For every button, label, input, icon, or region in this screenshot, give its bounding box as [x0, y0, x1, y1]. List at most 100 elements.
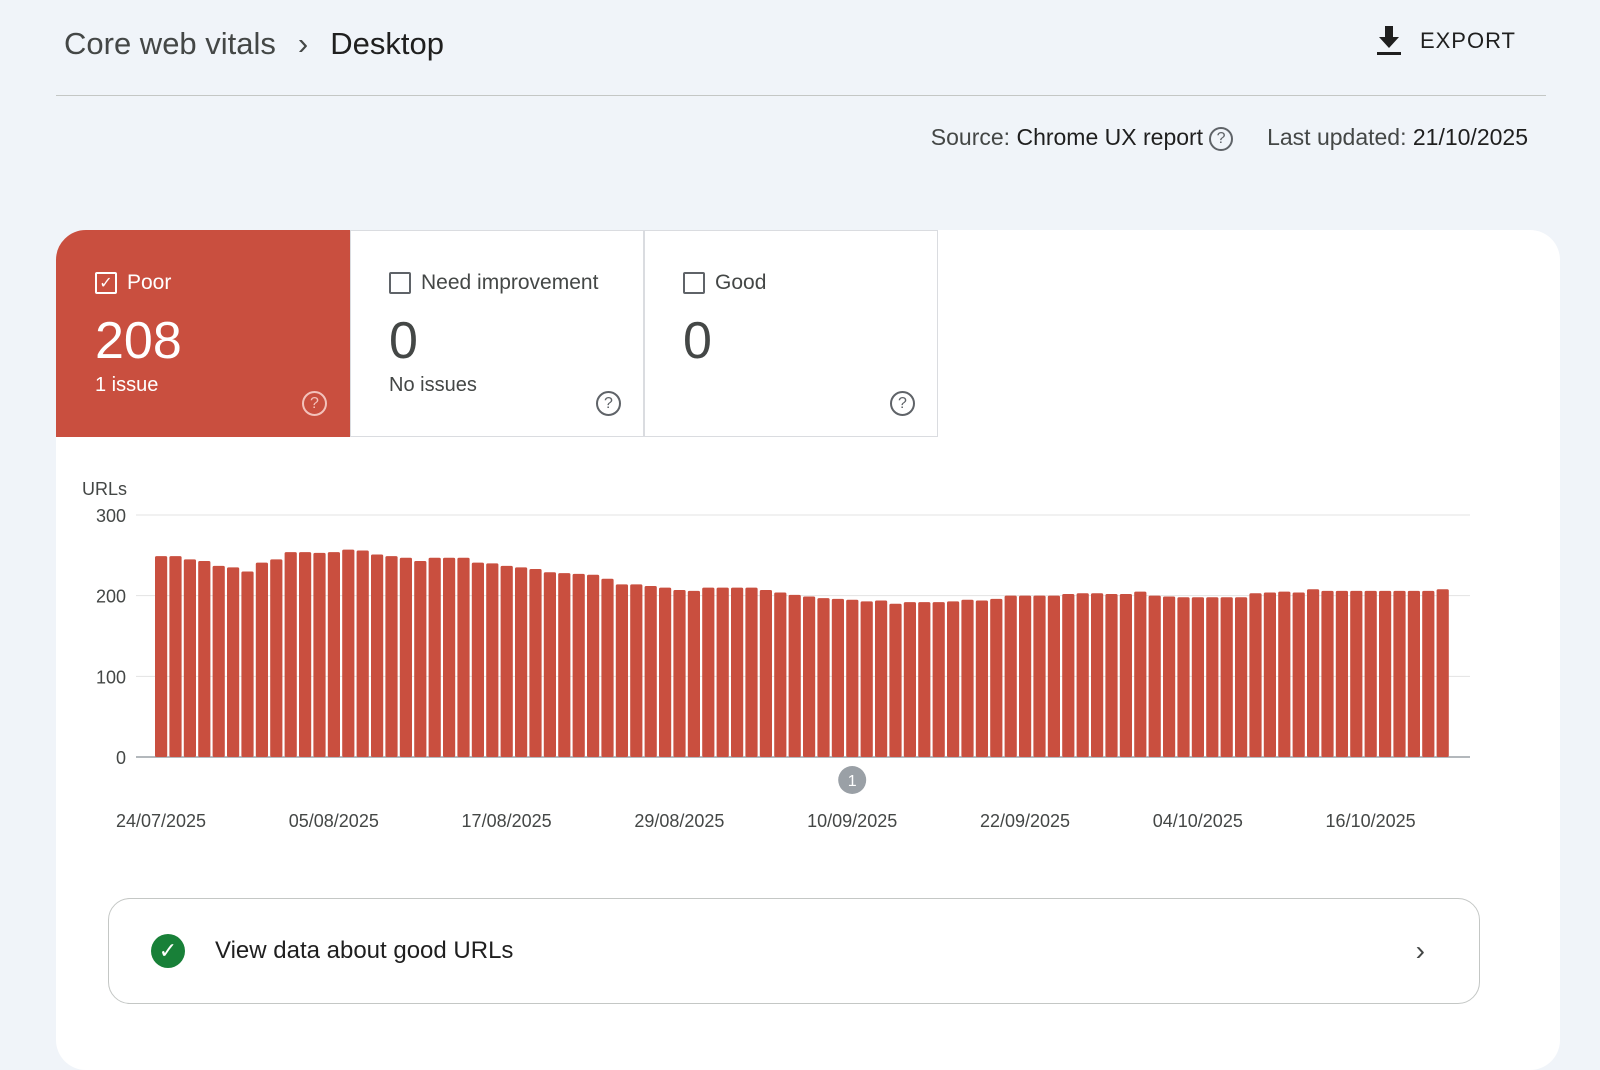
- bar: [1436, 589, 1449, 757]
- y-tick-label: 100: [96, 667, 126, 687]
- bar: [227, 567, 240, 757]
- help-icon[interactable]: ?: [890, 391, 915, 416]
- export-button[interactable]: EXPORT: [1376, 26, 1516, 56]
- bar: [558, 573, 571, 757]
- bar: [212, 565, 225, 757]
- bar: [1033, 595, 1046, 757]
- breadcrumb: Core web vitals › Desktop: [64, 26, 444, 62]
- bar: [1335, 590, 1348, 757]
- tile-sub: 1 issue: [95, 374, 159, 396]
- bar: [284, 552, 297, 757]
- bar: [500, 565, 513, 757]
- bar: [169, 556, 182, 757]
- bar: [1091, 593, 1104, 757]
- bar: [1321, 590, 1334, 757]
- urls-bar-chart: URLs 0 100 200 300 24/07/2025 05/08/2025 17/08/…: [82, 479, 1470, 831]
- bar: [975, 600, 988, 757]
- bar: [270, 559, 283, 757]
- bar: [745, 587, 758, 757]
- source-value: Chrome UX report: [1016, 124, 1204, 150]
- tile-sub: No issues: [389, 374, 477, 396]
- bar: [731, 587, 744, 757]
- bar: [947, 601, 960, 757]
- updated-label: Last updated:: [1267, 124, 1407, 150]
- bar: [846, 599, 859, 757]
- bar: [515, 567, 528, 757]
- bar: [471, 562, 484, 757]
- bar: [1004, 595, 1017, 757]
- breadcrumb-parent[interactable]: Core web vitals: [64, 26, 276, 61]
- bar: [1119, 594, 1132, 757]
- x-tick-label: 17/08/2025: [462, 811, 552, 831]
- tile-need-improvement[interactable]: Need improvement 0 No issues ?: [350, 230, 644, 437]
- bar: [615, 584, 628, 757]
- tile-count: 0: [389, 312, 418, 370]
- bar: [529, 569, 542, 757]
- bar: [759, 590, 772, 757]
- tile-good[interactable]: Good 0 ?: [644, 230, 938, 437]
- x-tick-label: 04/10/2025: [1153, 811, 1243, 831]
- tile-count: 208: [95, 312, 182, 370]
- bar: [183, 559, 196, 757]
- x-tick-label: 24/07/2025: [116, 811, 206, 831]
- page-header: Core web vitals › Desktop EXPORT: [56, 0, 1546, 96]
- bar: [241, 571, 254, 757]
- help-icon[interactable]: ?: [1209, 126, 1234, 151]
- bar: [1379, 590, 1392, 757]
- checkbox-icon[interactable]: [389, 272, 411, 294]
- bar: [1177, 597, 1190, 757]
- tile-label: Need improvement: [421, 271, 599, 294]
- tile-label: Good: [715, 271, 767, 294]
- bar: [572, 573, 585, 757]
- bar: [1364, 590, 1377, 757]
- view-good-urls-link[interactable]: ✓ View data about good URLs ›: [108, 898, 1480, 1004]
- bar: [889, 603, 902, 757]
- help-icon[interactable]: ?: [596, 391, 621, 416]
- checkbox-checked-icon[interactable]: ✓: [95, 272, 117, 294]
- bar: [299, 552, 312, 757]
- bar: [1407, 590, 1420, 757]
- bar: [932, 602, 945, 757]
- bar: [1148, 595, 1161, 757]
- bar: [831, 598, 844, 757]
- bar: [788, 594, 801, 757]
- bar: [774, 592, 787, 757]
- x-tick-label: 29/08/2025: [634, 811, 724, 831]
- bar: [630, 584, 643, 757]
- bar: [198, 560, 211, 757]
- y-tick-label: 200: [96, 587, 126, 607]
- bar: [1076, 593, 1089, 757]
- bar: [1263, 592, 1276, 757]
- bar: [990, 598, 1003, 757]
- chevron-right-icon: ›: [297, 26, 309, 61]
- help-icon[interactable]: ?: [302, 391, 327, 416]
- bar: [1350, 590, 1363, 757]
- x-tick-label: 22/09/2025: [980, 811, 1070, 831]
- bar: [860, 601, 873, 757]
- checkbox-icon[interactable]: [683, 272, 705, 294]
- good-urls-label: View data about good URLs: [215, 937, 514, 964]
- export-label: EXPORT: [1419, 28, 1516, 53]
- tile-count: 0: [683, 312, 712, 370]
- bar: [875, 600, 888, 757]
- y-tick-label: 300: [96, 506, 126, 526]
- bar: [1019, 595, 1032, 757]
- check-circle-icon: ✓: [151, 934, 185, 968]
- bar: [659, 587, 672, 757]
- bar: [1206, 597, 1219, 757]
- source-label: Source:: [930, 124, 1011, 150]
- bar: [1220, 597, 1233, 757]
- bar: [673, 590, 686, 757]
- bar: [1393, 590, 1406, 757]
- bar: [601, 578, 614, 757]
- bar: [817, 598, 830, 757]
- bar: [1249, 593, 1262, 757]
- page-title: Desktop: [330, 26, 444, 61]
- bar: [918, 602, 931, 757]
- bar: [543, 572, 556, 757]
- bar: [1278, 591, 1291, 757]
- annotation-marker[interactable]: [838, 766, 867, 794]
- tile-poor[interactable]: ✓ Poor 208 1 issue ?: [56, 230, 350, 437]
- bar: [342, 549, 355, 757]
- bar: [313, 552, 326, 757]
